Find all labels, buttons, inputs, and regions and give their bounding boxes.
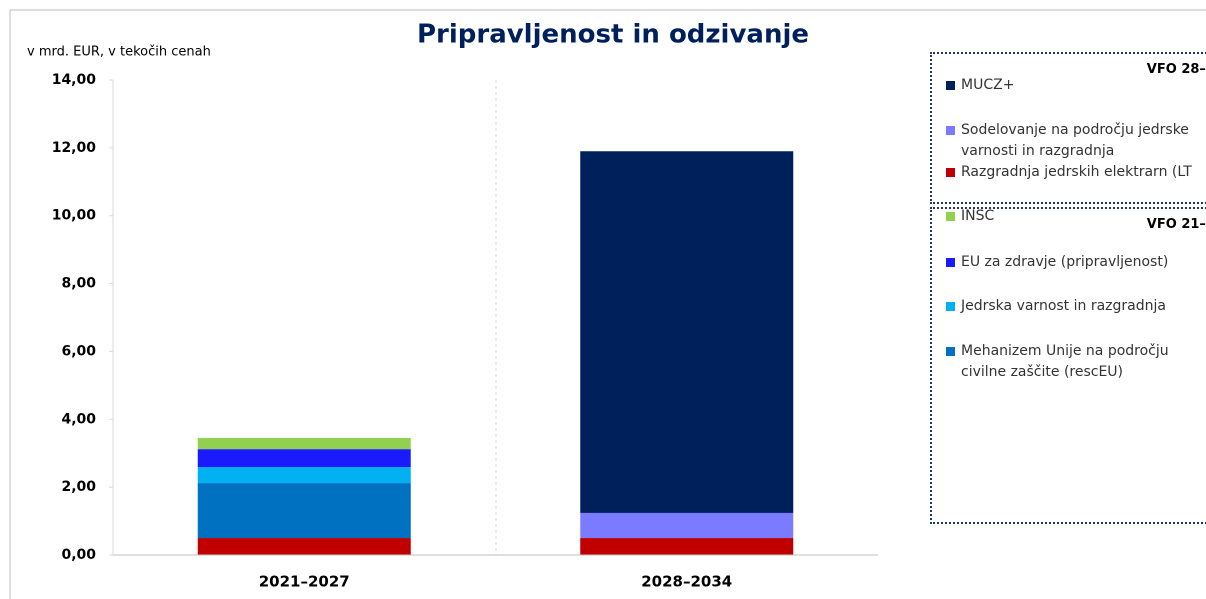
y-tick-label: 6,00 xyxy=(61,343,96,359)
legend-item: Sodelovanje na področju jedrske varnosti… xyxy=(946,120,1196,162)
y-tick-label: 12,00 xyxy=(52,140,97,156)
legend-swatch xyxy=(946,347,955,356)
bar-segment xyxy=(580,512,794,539)
y-tick-label: 0,00 xyxy=(61,547,96,563)
legend-item: MUCZ+ xyxy=(946,75,1196,96)
legend-label: Jedrska varnost in razgradnja xyxy=(961,298,1166,314)
x-tick-label: 2028–2034 xyxy=(641,573,732,591)
bar-segment xyxy=(197,449,411,468)
legend-label: INSC xyxy=(961,208,995,224)
legend-swatch xyxy=(946,212,955,221)
legend-swatch xyxy=(946,258,955,267)
legend-item: INSC xyxy=(946,206,1196,227)
legend-swatch xyxy=(946,168,955,177)
legend-box: VFO 21–27 xyxy=(930,207,1206,524)
legend-label: Sodelovanje na področju jedrske varnosti… xyxy=(961,122,1189,159)
bar-segment xyxy=(197,483,411,539)
bar-segment xyxy=(580,151,794,513)
legend-label: EU za zdravje (pripravljenost) xyxy=(961,254,1169,270)
legend-label: Razgradnja jedrskih elektrarn (LT xyxy=(961,164,1192,180)
legend-box: VFO 28–34 xyxy=(930,52,1206,204)
y-tick-label: 14,00 xyxy=(52,72,97,88)
y-axis-label: v mrd. EUR, v tekočih cenah xyxy=(27,45,211,60)
legend-item: Razgradnja jedrskih elektrarn (LT xyxy=(946,162,1206,183)
bar-segment xyxy=(197,467,411,484)
bar-segment xyxy=(197,538,411,555)
y-tick-label: 2,00 xyxy=(61,479,96,495)
legend-group-label: VFO 28–34 xyxy=(1146,62,1206,77)
legend-swatch xyxy=(946,302,955,311)
legend-label: Mehanizem Unije na področju civilne zašč… xyxy=(961,343,1169,380)
legend-item: Mehanizem Unije na področju civilne zašč… xyxy=(946,341,1196,383)
legend-label: MUCZ+ xyxy=(961,77,1015,93)
x-tick-label: 2021–2027 xyxy=(259,573,350,591)
legend-item: Jedrska varnost in razgradnja xyxy=(946,296,1196,317)
chart-title: Pripravljenost in odzivanje xyxy=(417,20,809,50)
y-tick-label: 8,00 xyxy=(61,276,96,292)
legend-item: EU za zdravje (pripravljenost) xyxy=(946,252,1196,273)
y-tick-label: 10,00 xyxy=(52,208,97,224)
legend-swatch xyxy=(946,81,955,90)
legend-swatch xyxy=(946,126,955,135)
bar-segment xyxy=(197,437,411,450)
legend-group-label: VFO 21–27 xyxy=(1146,217,1206,232)
y-tick-label: 4,00 xyxy=(61,411,96,427)
bar-segment xyxy=(580,538,794,555)
